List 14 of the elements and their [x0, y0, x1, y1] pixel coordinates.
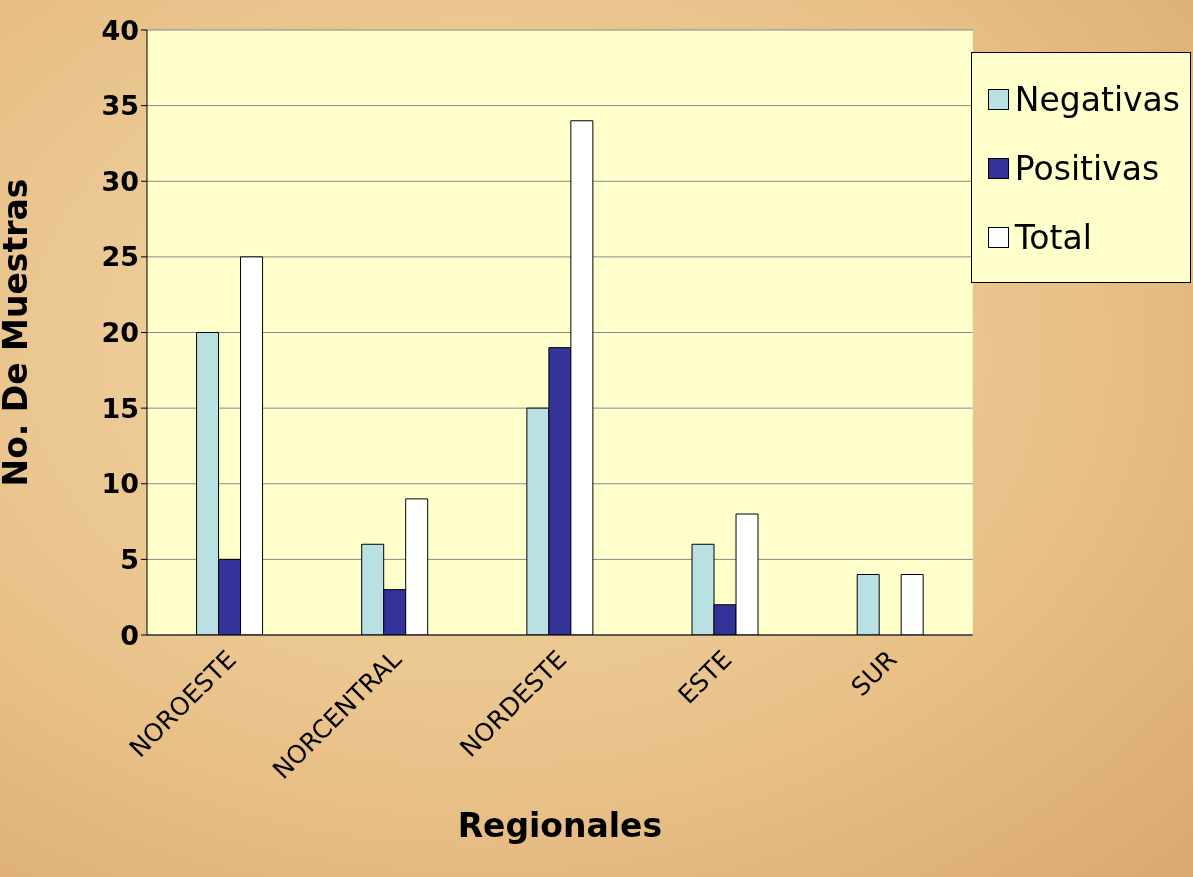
legend-label: Positivas [1014, 149, 1160, 188]
y-tick-label: 10 [101, 468, 139, 500]
legend-label: Total [1014, 218, 1092, 257]
y-tick-label: 35 [101, 90, 139, 122]
y-tick-label: 30 [101, 165, 139, 197]
y-tick-label: 5 [120, 543, 139, 575]
legend-label: Negativas [1014, 80, 1180, 119]
y-tick-label: 40 [101, 14, 139, 46]
y-tick-label: 0 [120, 619, 139, 651]
y-tick-label: 25 [101, 241, 139, 273]
x-axis-title: Regionales [457, 806, 663, 845]
y-tick-label: 15 [101, 392, 139, 424]
y-axis-title: No. De Muestras [0, 178, 35, 487]
y-tick-label: 20 [101, 317, 139, 349]
